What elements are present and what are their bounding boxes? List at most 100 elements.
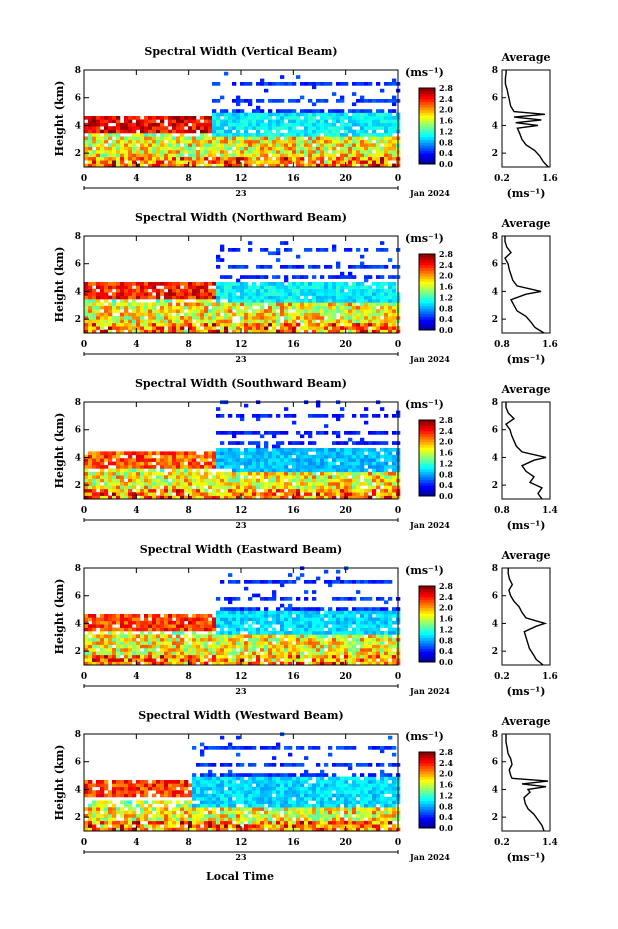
heatmap-cell <box>332 488 337 493</box>
heatmap-cell <box>268 146 273 151</box>
heatmap-cell <box>144 292 149 296</box>
heatmap-cell <box>304 126 309 130</box>
heatmap-cell <box>312 414 317 418</box>
heatmap-cell <box>336 454 341 459</box>
heatmap-cell <box>116 122 121 127</box>
heatmap-cell <box>212 475 217 479</box>
heatmap-cell <box>116 617 121 622</box>
heatmap-cell <box>92 641 97 645</box>
heatmap-cell <box>116 465 121 469</box>
heatmap-cell <box>240 648 245 652</box>
heatmap-cell <box>140 485 145 490</box>
heatmap-cell <box>84 302 89 307</box>
heatmap-cell <box>100 614 105 618</box>
heatmap-cell <box>236 136 241 141</box>
heatmap-cell <box>264 143 269 147</box>
heatmap-cell <box>108 471 113 476</box>
heatmap-cell <box>152 150 157 154</box>
heatmap-cell <box>284 133 289 137</box>
heatmap-cell <box>220 292 225 296</box>
heatmap-cell <box>252 492 257 496</box>
date-label: Jan 2024 <box>409 354 450 364</box>
heatmap-cell <box>136 471 141 476</box>
heatmap-cell <box>324 569 329 574</box>
heatmap-cell <box>168 658 173 662</box>
heatmap-cell <box>372 478 377 483</box>
heatmap-cell <box>380 461 385 466</box>
heatmap-cell <box>176 316 181 320</box>
heatmap-cell <box>364 454 369 459</box>
heatmap-cell <box>240 126 245 130</box>
heatmap-cell <box>212 309 217 313</box>
heatmap-cell <box>152 319 157 324</box>
heatmap-cell <box>200 299 205 303</box>
heatmap-cell <box>340 82 345 86</box>
colorbar-tick-label: 1.2 <box>439 458 453 468</box>
heatmap-cell <box>320 641 325 645</box>
heatmap-cell <box>368 454 373 459</box>
heatmap-cell <box>340 146 345 151</box>
heatmap-cell <box>112 150 117 154</box>
heatmap-cell <box>280 610 285 615</box>
heatmap-cell <box>108 329 113 334</box>
heatmap-cell <box>268 461 273 466</box>
heatmap-cell <box>160 627 165 632</box>
heatmap-cell <box>280 163 285 168</box>
heatmap-cell <box>348 129 353 134</box>
heatmap-cell <box>208 637 213 642</box>
heatmap-cell <box>288 637 293 642</box>
heatmap-cell <box>324 295 329 300</box>
heatmap-cell <box>96 133 101 137</box>
heatmap-cell <box>300 129 305 134</box>
heatmap-cell <box>116 156 121 161</box>
heatmap-cell <box>288 454 293 459</box>
heatmap-cell <box>336 139 341 144</box>
heatmap-cell <box>180 637 185 642</box>
heatmap-cell <box>96 322 101 327</box>
heatmap-cell <box>292 414 297 418</box>
heatmap-cell <box>212 82 217 86</box>
heatmap-cell <box>308 248 313 252</box>
heatmap-cell <box>376 482 381 486</box>
colorbar-segment <box>419 430 435 435</box>
heatmap-cell <box>176 329 181 334</box>
heatmap-cell <box>328 316 333 320</box>
heatmap-cell <box>276 258 281 262</box>
heatmap-cell <box>344 248 349 252</box>
heatmap-cell <box>252 136 257 141</box>
heatmap-cell <box>356 312 361 317</box>
heatmap-cell <box>304 485 309 490</box>
heatmap-cell <box>256 153 261 158</box>
heatmap-cell <box>212 288 217 293</box>
heatmap-cell <box>316 143 321 147</box>
heatmap-cell <box>224 641 229 645</box>
heatmap-cell <box>152 617 157 622</box>
heatmap-cell <box>244 451 249 456</box>
heatmap-cell <box>296 631 301 635</box>
heatmap-cell <box>304 129 309 134</box>
heatmap-cell <box>192 617 197 622</box>
heatmap-cell <box>352 475 357 479</box>
heatmap-cell <box>376 302 381 307</box>
heatmap-cell <box>200 634 205 639</box>
heatmap-cell <box>388 465 393 469</box>
heatmap-cell <box>280 431 285 435</box>
heatmap-cell <box>132 319 137 324</box>
heatmap <box>84 566 401 666</box>
heatmap-cell <box>240 82 245 86</box>
heatmap-cell <box>200 160 205 164</box>
heatmap-cell <box>120 465 125 469</box>
heatmap-cell <box>100 305 105 310</box>
heatmap-cell <box>248 275 253 279</box>
heatmap-cell <box>352 143 357 147</box>
heatmap-cell <box>276 316 281 320</box>
heatmap-cell <box>380 488 385 493</box>
heatmap-cell <box>392 150 397 154</box>
heatmap-cell <box>224 658 229 662</box>
heatmap-cell <box>292 634 297 639</box>
heatmap-cell <box>252 468 257 473</box>
heatmap-cell <box>252 326 257 330</box>
heatmap-cell <box>168 139 173 144</box>
heatmap-cell <box>92 651 97 656</box>
heatmap-cell <box>148 143 153 147</box>
